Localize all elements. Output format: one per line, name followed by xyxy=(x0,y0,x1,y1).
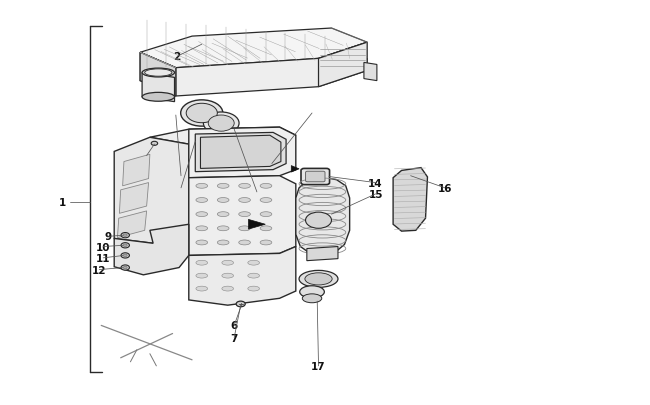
Ellipse shape xyxy=(306,213,332,229)
Polygon shape xyxy=(140,53,176,97)
Ellipse shape xyxy=(239,241,250,245)
Ellipse shape xyxy=(248,261,259,265)
Ellipse shape xyxy=(260,184,272,189)
Ellipse shape xyxy=(260,241,272,245)
Text: 5: 5 xyxy=(254,188,261,197)
Polygon shape xyxy=(307,247,338,261)
Ellipse shape xyxy=(145,70,172,77)
Text: 10: 10 xyxy=(96,242,110,252)
Polygon shape xyxy=(364,63,377,81)
Polygon shape xyxy=(114,138,188,244)
Text: 11: 11 xyxy=(96,253,110,263)
Text: 8: 8 xyxy=(143,151,150,161)
FancyBboxPatch shape xyxy=(306,172,325,182)
Polygon shape xyxy=(120,183,149,214)
Polygon shape xyxy=(200,136,281,169)
Ellipse shape xyxy=(299,271,338,288)
Ellipse shape xyxy=(217,212,229,217)
Text: 4: 4 xyxy=(177,183,185,193)
Ellipse shape xyxy=(239,212,250,217)
Ellipse shape xyxy=(222,273,233,278)
Ellipse shape xyxy=(124,245,127,247)
Ellipse shape xyxy=(239,226,250,231)
Text: 16: 16 xyxy=(437,183,452,193)
Polygon shape xyxy=(195,133,286,172)
Polygon shape xyxy=(318,43,367,87)
Polygon shape xyxy=(140,29,367,68)
Ellipse shape xyxy=(121,233,129,238)
Ellipse shape xyxy=(217,184,229,189)
Ellipse shape xyxy=(121,243,129,248)
Ellipse shape xyxy=(196,226,207,231)
Polygon shape xyxy=(188,128,296,178)
Polygon shape xyxy=(393,168,428,232)
Ellipse shape xyxy=(236,301,245,307)
Text: 17: 17 xyxy=(311,361,326,371)
Polygon shape xyxy=(114,225,188,275)
Text: 2: 2 xyxy=(174,52,181,62)
Polygon shape xyxy=(176,43,367,97)
Ellipse shape xyxy=(260,212,272,217)
Ellipse shape xyxy=(239,198,250,203)
Ellipse shape xyxy=(196,241,207,245)
Ellipse shape xyxy=(217,226,229,231)
Polygon shape xyxy=(248,220,265,230)
Polygon shape xyxy=(188,247,296,305)
Ellipse shape xyxy=(260,226,272,231)
Ellipse shape xyxy=(124,266,127,269)
Ellipse shape xyxy=(186,104,217,124)
Ellipse shape xyxy=(222,261,233,265)
Ellipse shape xyxy=(248,273,259,278)
Ellipse shape xyxy=(302,294,322,303)
Ellipse shape xyxy=(196,273,207,278)
Text: 9: 9 xyxy=(104,232,111,242)
Text: 12: 12 xyxy=(92,265,107,275)
Text: 1: 1 xyxy=(58,198,66,207)
Polygon shape xyxy=(142,73,174,102)
Ellipse shape xyxy=(217,241,229,245)
Ellipse shape xyxy=(196,198,207,203)
Polygon shape xyxy=(123,155,150,186)
Ellipse shape xyxy=(196,184,207,189)
Text: 7: 7 xyxy=(231,333,238,343)
Ellipse shape xyxy=(248,286,259,291)
Text: 6: 6 xyxy=(231,321,238,330)
Ellipse shape xyxy=(300,286,324,298)
Ellipse shape xyxy=(121,265,129,271)
Ellipse shape xyxy=(208,116,234,132)
Ellipse shape xyxy=(151,142,158,146)
Ellipse shape xyxy=(121,253,129,258)
Polygon shape xyxy=(291,166,299,173)
Text: 14: 14 xyxy=(369,178,383,188)
Ellipse shape xyxy=(196,286,207,291)
Ellipse shape xyxy=(124,255,127,257)
Ellipse shape xyxy=(196,212,207,217)
Ellipse shape xyxy=(142,69,174,78)
Polygon shape xyxy=(118,211,147,238)
Ellipse shape xyxy=(181,100,223,127)
Ellipse shape xyxy=(305,273,332,285)
Ellipse shape xyxy=(124,234,127,237)
Ellipse shape xyxy=(196,261,207,265)
Ellipse shape xyxy=(203,113,239,135)
Ellipse shape xyxy=(260,198,272,203)
Polygon shape xyxy=(140,53,176,97)
Ellipse shape xyxy=(239,184,250,189)
Polygon shape xyxy=(296,178,350,256)
Text: 3: 3 xyxy=(177,171,185,181)
Ellipse shape xyxy=(142,93,174,102)
Polygon shape xyxy=(150,128,296,145)
Ellipse shape xyxy=(217,198,229,203)
Text: 15: 15 xyxy=(369,190,383,199)
Polygon shape xyxy=(188,176,296,256)
Text: 13: 13 xyxy=(265,159,279,169)
FancyBboxPatch shape xyxy=(301,169,330,185)
Ellipse shape xyxy=(222,286,233,291)
